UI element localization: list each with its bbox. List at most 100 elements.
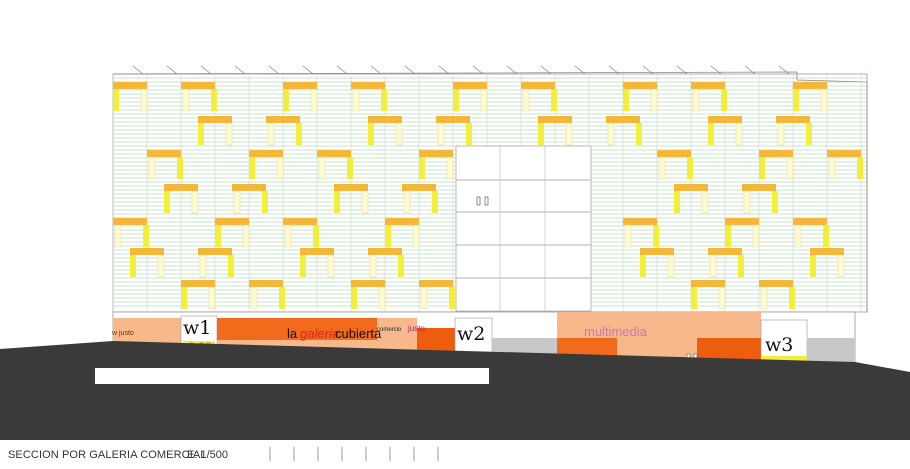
balcony-slab [521,82,555,89]
roof-spike [200,65,212,75]
balcony-glass [708,123,714,145]
balcony-glass [721,89,727,111]
balcony-glass-light [709,254,717,278]
balcony-glass-light [148,156,156,180]
balcony-glass-light [692,88,700,112]
roof-spike [438,65,450,75]
balcony-glass-light [208,286,216,310]
balcony-glass [385,225,391,247]
balcony-slab [453,82,487,89]
roof-spike [608,65,620,75]
roof-spike [778,65,790,75]
balcony-slab [708,116,742,123]
terrain-group [0,341,910,440]
balcony-glass-light [225,122,233,146]
roof-spike [234,65,246,75]
shop-galeria-top [217,318,377,340]
balcony-slab [181,82,215,89]
balcony-slab [691,82,725,89]
balcony-slab [776,116,810,123]
person-figure [484,196,489,206]
balcony-glass-light [828,156,836,180]
balcony-slab [606,116,640,123]
balcony-glass-light [837,254,845,278]
balcony-glass [262,191,268,213]
balcony-glass [334,191,340,213]
balcony-slab [538,116,572,123]
balcony-glass [725,225,731,247]
balcony-glass-light [276,156,284,180]
balcony-slab [130,248,164,255]
balcony-glass-light [114,224,122,248]
balcony-glass [789,287,795,309]
balcony-slab [742,184,776,191]
balcony-glass-light [701,190,709,214]
balcony-glass-light [420,286,428,310]
balcony-glass-light [378,286,386,310]
balcony-glass [279,287,285,309]
balcony-glass [381,89,387,111]
label-justo: justo [407,324,425,333]
label-w1: w1 [183,317,211,339]
balcony-slab [215,218,249,225]
balcony-slab [623,82,657,89]
balcony-slab [266,116,300,123]
balcony-glass-light [794,224,802,248]
balcony-glass-light [650,88,658,112]
balcony-glass [347,157,353,179]
roof-spike [506,65,518,75]
balcony-slab [232,184,266,191]
roof-spike [540,65,552,75]
balcony-glass [351,287,357,309]
balcony-slab [793,82,827,89]
balcony-glass-light [182,88,190,112]
label-galeria-cubierta: cubierta [335,326,382,341]
roof-spike [302,65,314,75]
scale-bar [269,447,439,461]
balcony-slab [164,184,198,191]
balcony-glass [449,287,455,309]
basement-void [95,368,489,384]
balcony-glass [296,123,302,145]
balcony-slab [402,184,436,191]
balcony-glass [300,255,306,277]
balcony-glass-light [352,88,360,112]
balcony-glass [228,255,234,277]
balcony-glass-light [760,286,768,310]
balcony-slab [725,218,759,225]
roof-spike [370,65,382,75]
atrium-void [455,145,592,312]
balcony-glass-light [777,122,785,146]
balcony-glass [130,255,136,277]
balcony-glass [419,157,425,179]
balcony-glass [211,89,217,111]
drawing-caption: SECCION POR GALERIA COMERCIAL [8,449,207,461]
balcony-glass-light [403,190,411,214]
roof-spike [472,65,484,75]
balcony-slab [283,82,317,89]
label-comercio: comercio [377,327,402,333]
balcony-glass-light [191,190,199,214]
label-multimedia: multimedia [584,324,648,339]
balcony-slab [198,116,232,123]
balcony-glass [398,255,404,277]
balcony-glass [823,225,829,247]
balcony-glass-light [140,88,148,112]
balcony-slab [368,116,402,123]
balcony-slab [283,218,317,225]
roof-spike [268,65,280,75]
balcony-slab [249,150,283,157]
balcony-glass-light [786,156,794,180]
balcony-slab [827,150,861,157]
balcony-glass-light [284,224,292,248]
balcony-glass [283,89,289,111]
balcony-glass [636,123,642,145]
balcony-glass [674,191,680,213]
roof-spike [166,65,178,75]
balcony-glass [772,191,778,213]
balcony-slab [419,280,453,287]
balcony-slab [759,150,793,157]
balcony-slab [181,280,215,287]
balcony-glass [551,89,557,111]
